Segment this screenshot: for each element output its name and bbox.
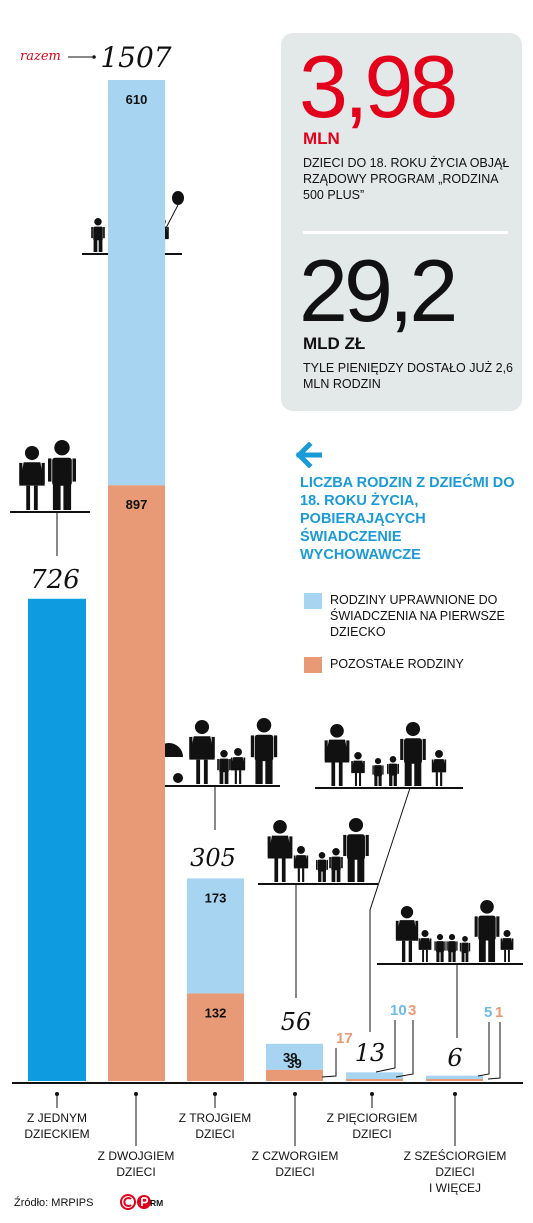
family-six-children-icon-extra [459,936,471,962]
bar-other-3 [266,1069,323,1081]
bar-total-0: 726 [30,565,80,595]
bar-eligible-label-2: 173 [205,890,227,905]
legend-swatch-eligible [304,593,322,609]
cp-logo-icon [120,1194,151,1210]
x-tick-label-4: Z PIĘCIORGIEM DZIECI [327,1111,418,1141]
x-tick-dot-5 [453,1092,457,1096]
family-four-children-icon-person-icon-3 [329,848,343,882]
stat-children-value: 3,98 [299,37,458,136]
stat-money-unit: MLD ZŁ [303,334,366,353]
bar-other-label-2: 132 [205,1005,227,1020]
family-five-children-icon-person-icon-3 [387,756,399,786]
source-note: Źródło: MRPIPS [14,1197,94,1209]
bar-total-1: 1507 [100,41,171,74]
family-three-children-icon-person-icon-0 [189,720,215,784]
family-six-children-icon-person-icon-1 [418,930,432,962]
stat-children-unit: MLN [303,129,340,148]
pointer-eligible-5 [477,1022,490,1077]
bar-eligible-label-3: 39 [287,1056,301,1071]
legend-label-other: POZOSTAŁE RODZINY [330,657,464,671]
bar-other-2 [187,993,244,1081]
arrow-left-icon [296,442,322,468]
x-tick-dot-0 [55,1092,59,1096]
bar-eligible-label-1: 610 [126,92,148,107]
x-tick-label-0: Z JEDNYM DZIECKIEM [24,1111,89,1141]
pointer-other-5 [487,1022,501,1080]
legend-title: LICZBA RODZIN Z DZIEĆMI DO 18. ROKU ŻYCI… [300,475,515,563]
x-tick-label-1: Z DWOJGIEM DZIECI [98,1149,175,1179]
family-five-children-icon-person-icon-5 [431,750,447,786]
bar-eligible-label-5: 5 [484,1004,492,1021]
leader-line-3 [369,787,411,1032]
x-tick-label-3: Z CZWORGIEM DZIECI [252,1149,339,1179]
x-tick-dot-4 [370,1092,374,1096]
bar-total-3: 56 [281,1008,312,1036]
bar-eligible-label-3: 39 [283,1050,297,1065]
x-tick-dot-1 [134,1092,138,1096]
stat-divider [303,231,508,234]
pointer-eligible-4 [375,1020,396,1073]
stat-box: 3,98 MLN DZIECI DO 18. ROKU ŻYCIA OBJĄŁ … [281,33,522,411]
stat-money-value: 29,2 [299,241,458,340]
x-tick-label-5: Z SZEŚCIORGIEM DZIECI I WIĘCEJ [404,1148,507,1195]
family-four-children-icon-person-icon-1 [293,846,309,882]
bar-other-1 [108,485,165,1081]
bar-0 [28,598,86,1081]
total-pointer-dot [92,55,96,59]
family-six-children-icon-person-icon-5 [500,930,514,962]
bar-other-label-1: 897 [126,497,148,512]
pointer-other-3 [321,1048,337,1078]
family-one-child-icon-person-icon-1 [48,440,76,510]
family-five-children-icon-person-icon-1 [351,752,365,786]
bar-other-label-5: 1 [495,1004,503,1021]
bar-total-4: 13 [355,1039,386,1067]
stroller-wheel-icon-2 [173,773,183,783]
bar-eligible-3 [266,1043,323,1070]
bar-total-5: 6 [447,1044,462,1072]
legend-swatch-other [304,657,322,673]
bar-eligible-1 [108,80,165,486]
bar-eligible-4 [346,1072,403,1079]
family-five-children-icon-person-icon-2 [372,758,384,786]
family-four-children-icon-person-icon-4 [343,818,369,882]
total-caption: razem [20,49,61,64]
stat-money-description: TYLE PIENIĘDZY DOSTAŁO JUŻ 2,6 MLN RODZI… [303,361,514,391]
family-six-children-icon-person-icon-4 [474,900,500,962]
bar-eligible-5 [426,1075,483,1079]
family-six-children-icon-person-icon-0 [395,906,419,962]
family-five-children-icon-person-icon-4 [400,722,426,786]
bar-eligible-2 [187,878,244,994]
x-tick-label-2: Z TROJGIEM DZIECI [179,1111,251,1141]
family-three-children-icon-person-icon-1 [217,750,231,784]
bar-other-5 [426,1079,483,1081]
x-tick-dot-3 [293,1092,297,1096]
stat-children-description: DZIECI DO 18. ROKU ŻYCIA OBJĄŁ RZĄDOWY P… [303,156,510,202]
x-tick-dot-2 [213,1092,217,1096]
family-three-children-icon-person-icon-2 [230,748,246,784]
balloon-string-icon [165,204,179,229]
family-one-child-icon-person-icon-0 [19,446,45,510]
family-four-children-icon-person-icon-2 [316,852,328,882]
bar-total-2: 305 [190,844,236,872]
pointer-other-4 [395,1020,414,1078]
bar-eligible-label-4: 10 [390,1002,407,1019]
family-five-children-icon-person-icon-0 [324,724,350,786]
family-four-children-icon-person-icon-0 [267,820,293,882]
bar-other-label-3: 17 [336,1030,353,1047]
bar-other-label-4: 3 [408,1002,416,1019]
legend-label-eligible: RODZINY UPRAWNIONE DO ŚWIADCZENIA NA PIE… [330,593,505,639]
family-six-children-icon-person-icon-3 [446,934,458,962]
family-two-children-icon-person-icon-0 [91,218,105,252]
bar-other-4 [346,1079,403,1081]
family-three-children-icon-person-icon-3 [250,718,278,784]
author-initials: RM [150,1198,164,1208]
family-six-children-icon-person-icon-2 [434,934,446,962]
balloon-icon [172,191,184,205]
